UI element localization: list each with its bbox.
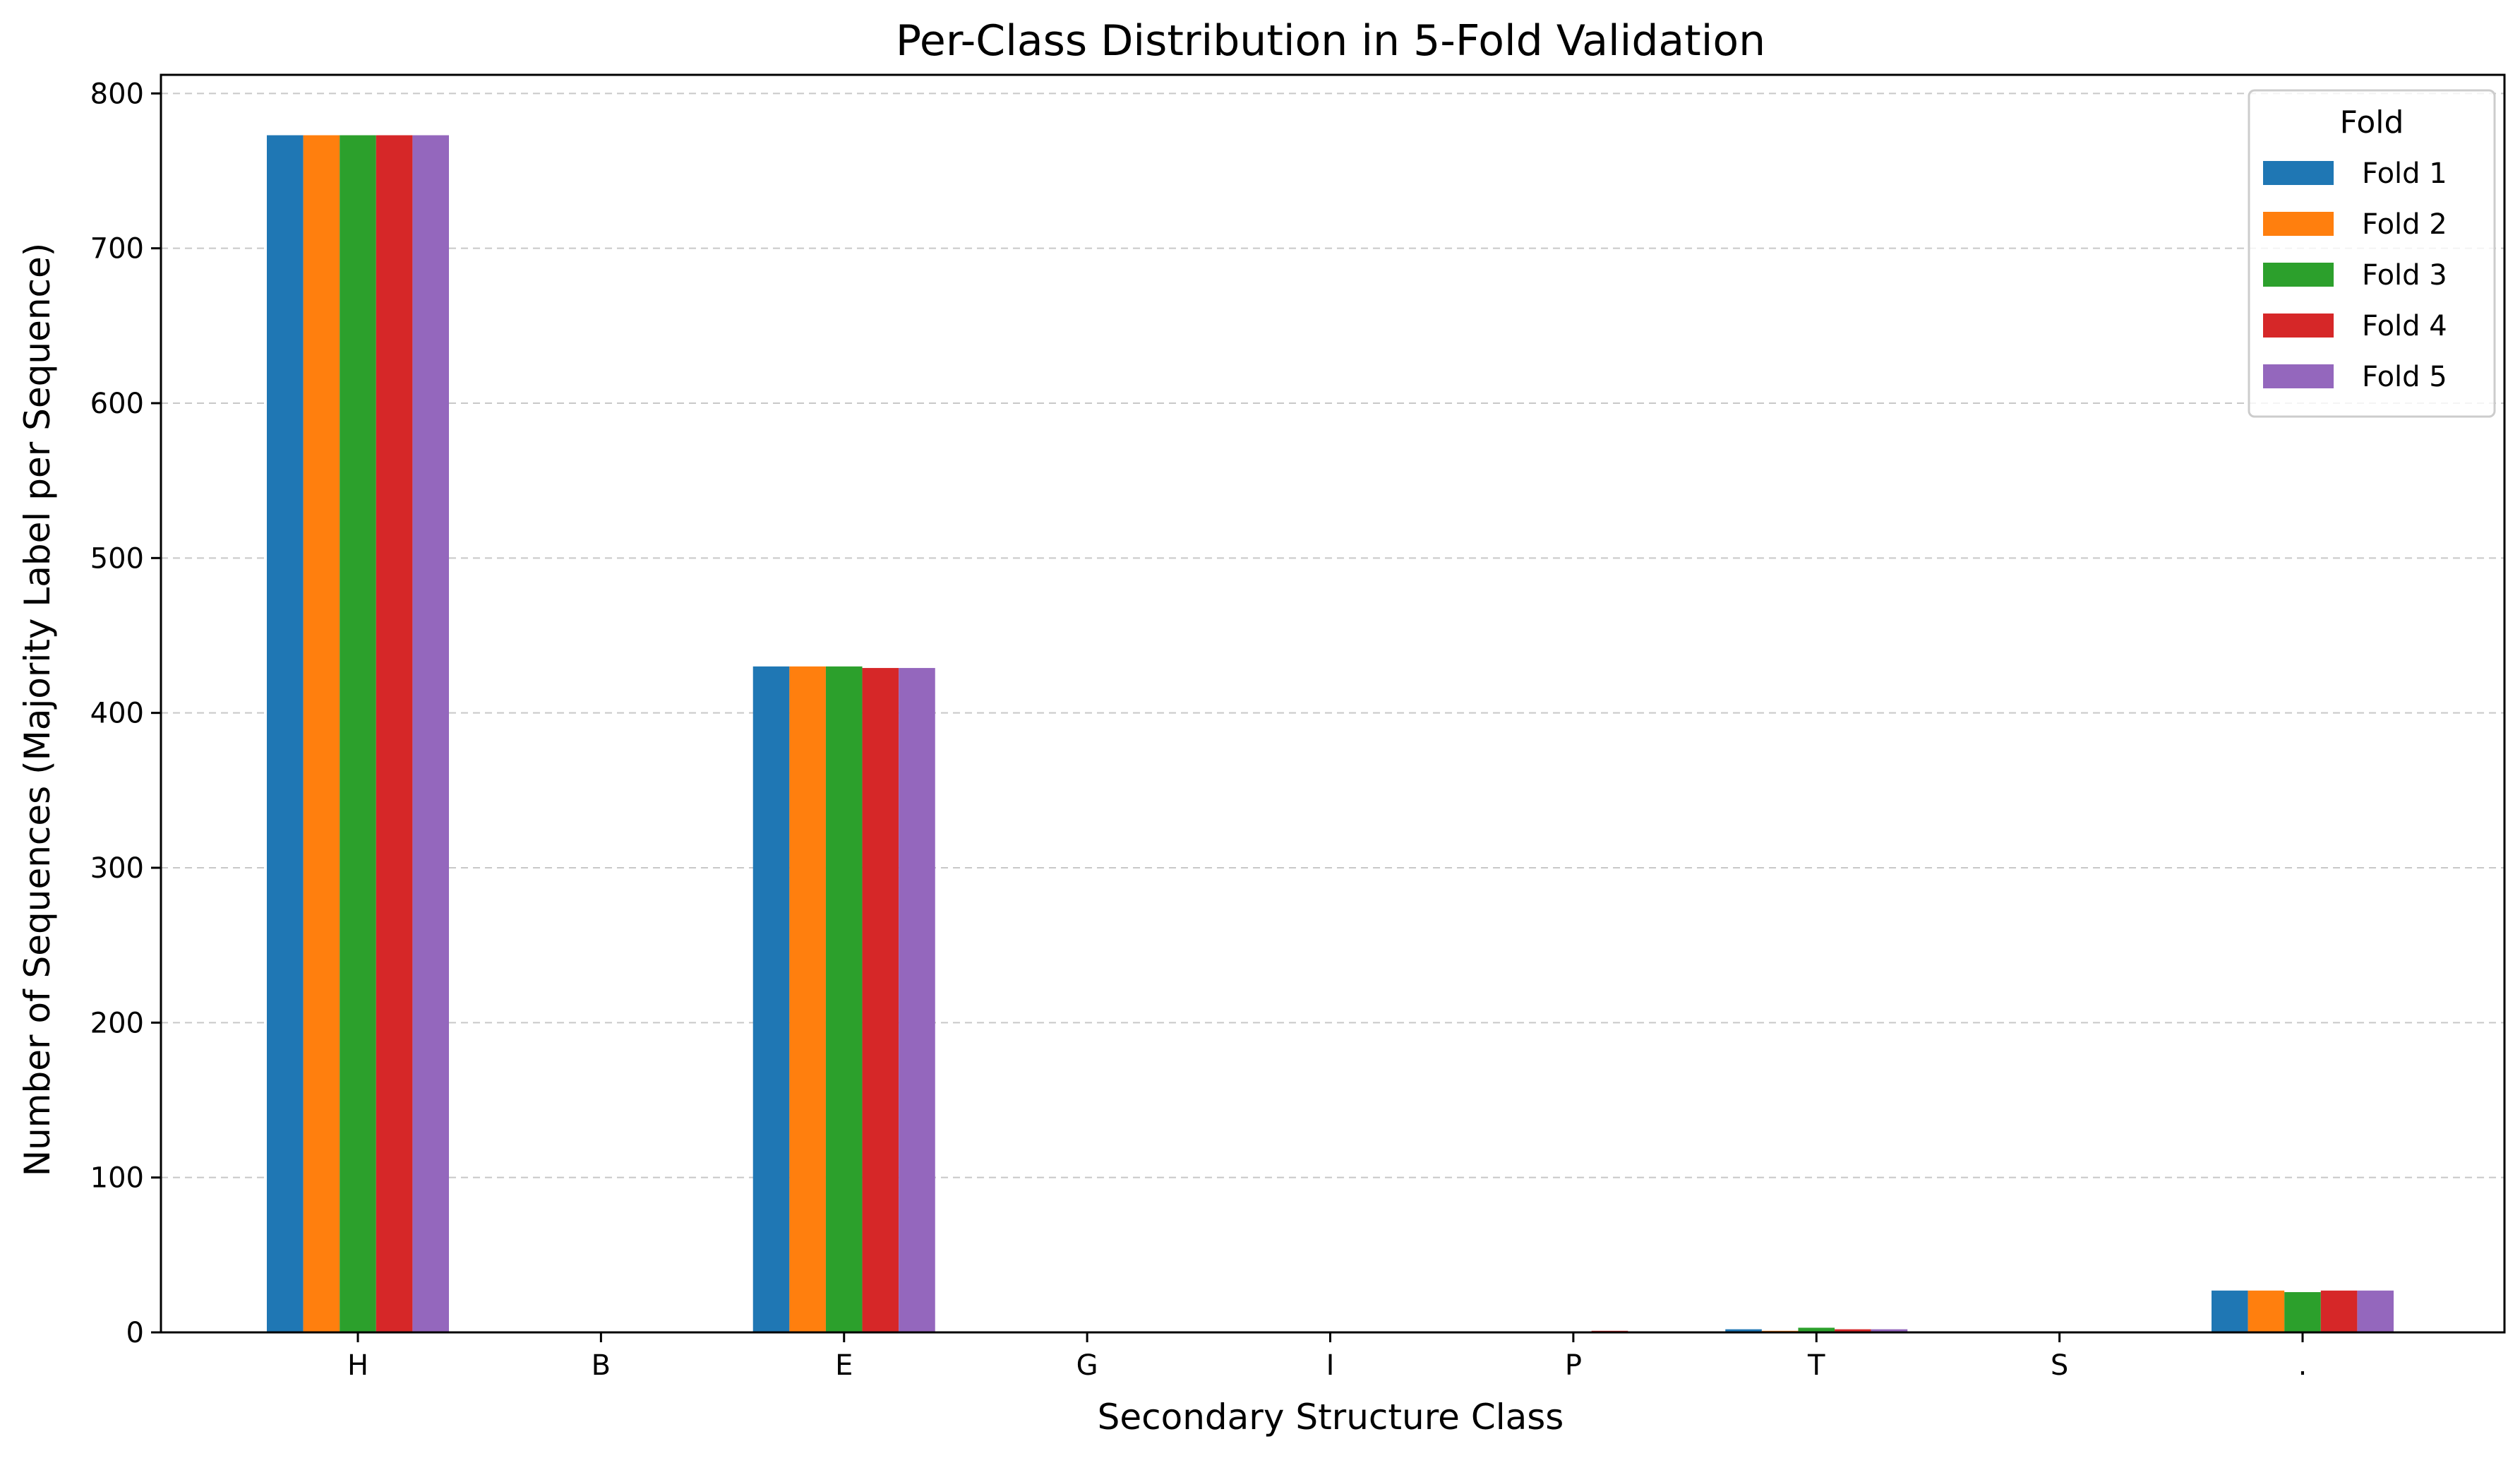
legend-label: Fold 5 [2362, 361, 2447, 393]
bar-fold-3-E [825, 666, 863, 1332]
legend-label: Fold 3 [2362, 259, 2447, 292]
y-tick-label: 600 [90, 388, 144, 420]
y-tick-label: 100 [90, 1162, 144, 1195]
bar-fold-5-H [412, 135, 449, 1332]
bar-fold-1-. [2212, 1290, 2248, 1332]
bar-fold-1-E [752, 666, 790, 1332]
bars [267, 135, 2394, 1332]
bar-fold-4-H [376, 135, 413, 1332]
legend-label: Fold 2 [2362, 208, 2447, 241]
bar-fold-3-H [340, 135, 376, 1332]
legend-title: Fold [2340, 104, 2404, 141]
bar-fold-2-E [789, 666, 826, 1332]
legend[interactable]: Fold Fold 1 Fold 2 Fold 3 Fold 4 Fold 5 [2248, 89, 2496, 418]
bar-fold-1-T [1725, 1329, 1762, 1332]
x-axis: H B E G I P T S. [347, 1332, 2307, 1382]
bar-fold-4-. [2320, 1290, 2358, 1332]
legend-swatch [2263, 314, 2334, 338]
y-tick-label: 0 [126, 1317, 144, 1349]
y-axis-label: Number of Sequences (Majority Label per … [17, 243, 58, 1177]
x-tick-label: G [1076, 1349, 1098, 1382]
y-axis: 0 100 200 300 400 500 600 700 800 [90, 78, 161, 1349]
y-tick-label: 400 [90, 698, 144, 730]
x-tick-label: . [2298, 1349, 2308, 1382]
x-tick-label: E [835, 1349, 853, 1382]
legend-items: Fold 1 Fold 2 Fold 3 Fold 4 Fold 5 [2263, 157, 2447, 393]
x-tick-label: H [347, 1349, 368, 1382]
bar-fold-5-E [899, 668, 935, 1332]
x-tick-label: P [1565, 1349, 1582, 1382]
bar-fold-4-E [862, 668, 899, 1332]
y-tick-label: 500 [90, 542, 144, 575]
gridlines [161, 92, 2504, 1333]
plot-frame [160, 73, 2506, 1334]
bar-fold-2-. [2248, 1290, 2285, 1332]
bar-fold-3-. [2284, 1291, 2321, 1332]
legend-label: Fold 1 [2362, 157, 2447, 190]
bar-fold-4-T [1835, 1329, 1871, 1332]
bar-fold-3-T [1798, 1327, 1835, 1332]
legend-swatch [2263, 212, 2334, 236]
x-axis-label: Secondary Structure Class [1098, 1397, 1564, 1438]
x-tick-label: S [2051, 1349, 2068, 1382]
y-tick-label: 300 [90, 852, 144, 885]
x-tick-label: B [592, 1349, 611, 1382]
chart-title: Per-Class Distribution in 5-Fold Validat… [896, 16, 1765, 66]
legend-swatch [2263, 263, 2334, 287]
bar-fold-5-T [1871, 1329, 1908, 1332]
y-tick-label: 200 [90, 1007, 144, 1039]
y-tick-label: 800 [90, 78, 144, 110]
y-tick-label: 700 [90, 233, 144, 265]
legend-swatch [2263, 161, 2334, 185]
legend-label: Fold 4 [2362, 310, 2447, 342]
bar-fold-5-. [2357, 1290, 2394, 1332]
legend-swatch [2263, 364, 2334, 388]
bar-fold-1-H [267, 135, 304, 1332]
x-tick-label: I [1326, 1349, 1335, 1382]
bar-fold-2-H [303, 135, 340, 1332]
x-tick-label: T [1807, 1349, 1825, 1382]
